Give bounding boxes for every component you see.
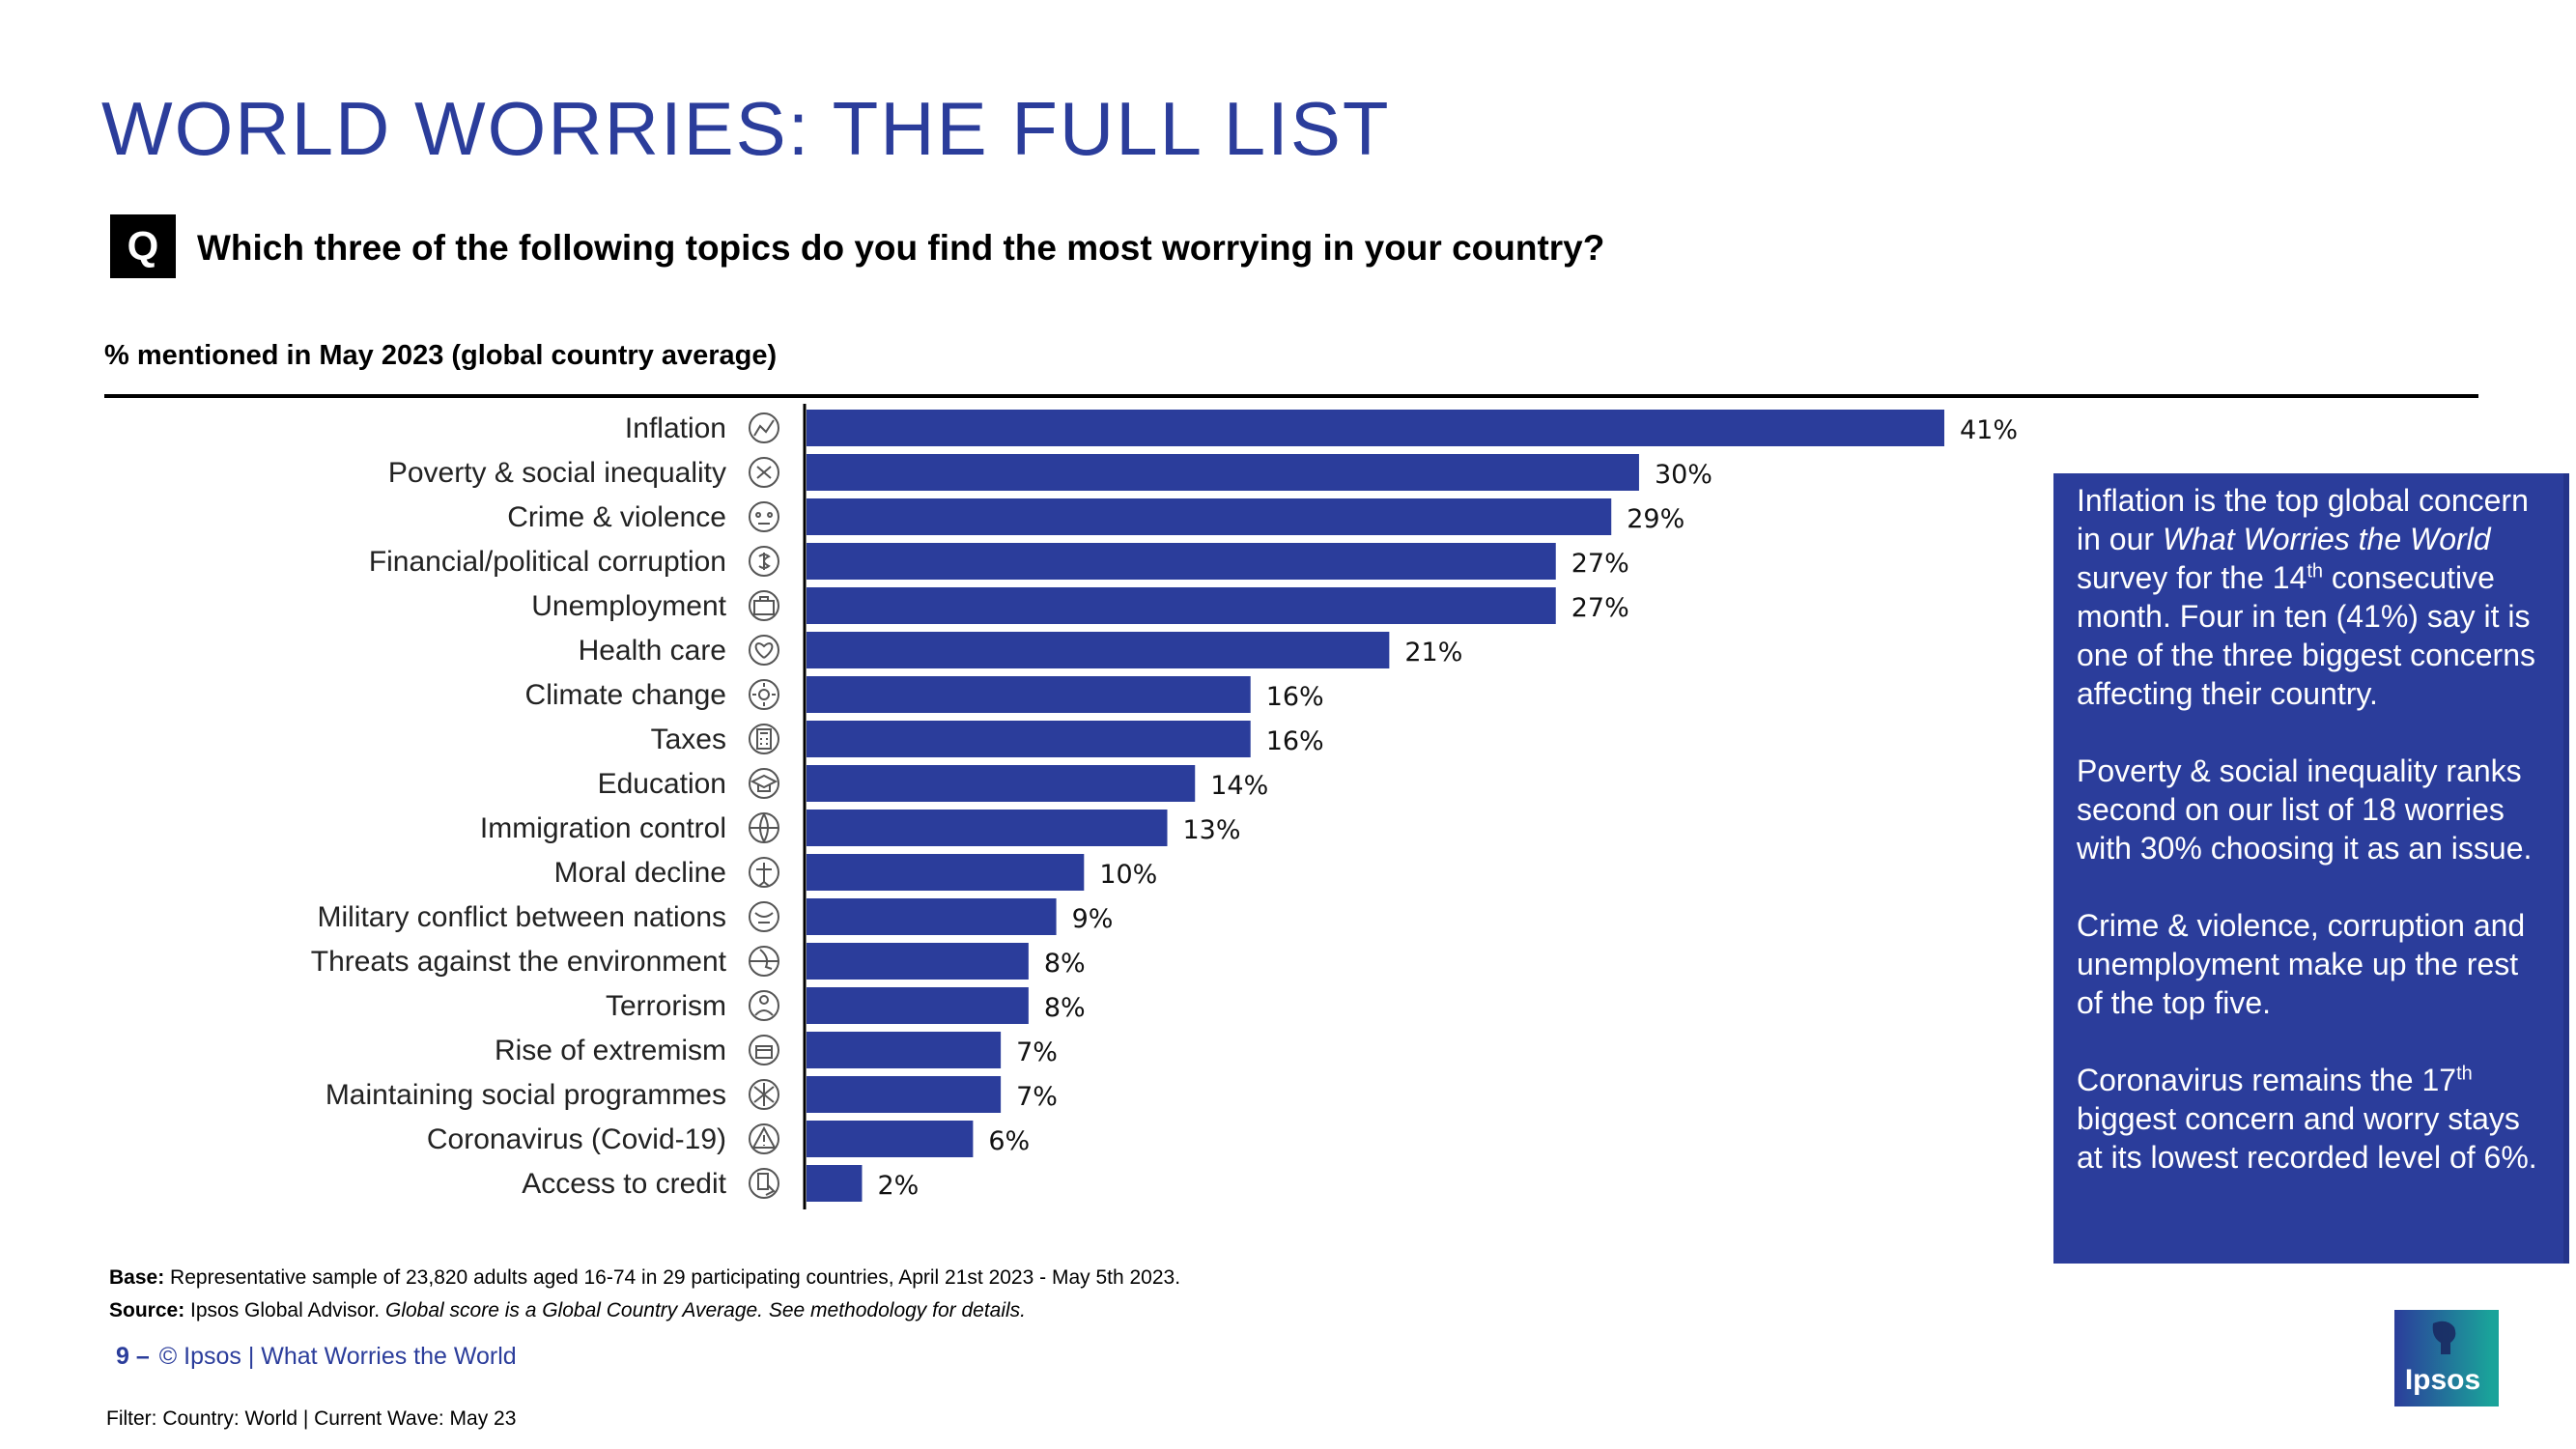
value-label-9: 14% xyxy=(1210,771,1268,801)
skull-crossbones-icon xyxy=(749,501,779,532)
category-label-11: Moral decline xyxy=(554,857,726,889)
value-label-7: 16% xyxy=(1266,682,1324,712)
globe-conflict-icon xyxy=(749,901,779,932)
card-hand-icon xyxy=(749,1168,779,1199)
value-label-6: 21% xyxy=(1404,638,1462,668)
category-label-6: Health care xyxy=(579,635,726,667)
bar-18 xyxy=(807,1165,863,1202)
value-label-18: 2% xyxy=(877,1171,919,1201)
category-label-15: Rise of extremism xyxy=(495,1035,726,1066)
bar-17 xyxy=(807,1121,974,1157)
category-label-10: Immigration control xyxy=(480,812,726,844)
warning-icon xyxy=(749,1123,779,1154)
person-icon xyxy=(749,990,779,1021)
svg-text:Ipsos: Ipsos xyxy=(2405,1364,2480,1396)
category-label-5: Unemployment xyxy=(531,590,726,622)
copyright: © Ipsos | What Worries the World xyxy=(158,1343,517,1370)
question-text: Which three of the following topics do y… xyxy=(197,228,1605,268)
value-label-13: 8% xyxy=(1044,949,1086,979)
briefcase-icon xyxy=(749,590,779,621)
bar-15 xyxy=(807,1032,1002,1068)
category-label-9: Education xyxy=(598,768,726,800)
callout-paragraph-1: Inflation is the top global concern in o… xyxy=(2077,483,2535,711)
bar-chart: Inflation 41% Poverty & social inequality 3… xyxy=(311,404,2018,1209)
bar-6 xyxy=(807,632,1390,668)
bar-9 xyxy=(807,765,1196,802)
bar-7 xyxy=(807,676,1251,713)
value-label-3: 29% xyxy=(1627,504,1684,534)
bar-5 xyxy=(807,587,1556,624)
value-label-10: 13% xyxy=(1183,815,1241,845)
question-badge: Q xyxy=(110,214,176,278)
globe-leaf-icon xyxy=(749,946,779,977)
sun-icon xyxy=(749,679,779,710)
category-label-4: Financial/political corruption xyxy=(369,546,726,578)
figure-icon xyxy=(749,857,779,888)
filter-note: Filter: Country: World | Current Wave: M… xyxy=(106,1407,517,1430)
category-label-18: Access to credit xyxy=(522,1168,726,1200)
category-label-12: Military conflict between nations xyxy=(317,901,726,933)
graduation-cap-icon xyxy=(749,768,779,799)
people-icon xyxy=(749,1079,779,1110)
category-label-2: Poverty & social inequality xyxy=(388,457,726,489)
header-rule xyxy=(104,394,2478,398)
page-number: 9 – xyxy=(116,1343,150,1370)
heart-hand-icon xyxy=(749,635,779,666)
page-footer: 9 – © Ipsos | What Worries the World xyxy=(116,1343,517,1371)
chart-subtitle: % mentioned in May 2023 (global country … xyxy=(104,340,778,371)
value-label-11: 10% xyxy=(1099,860,1157,890)
ipsos-logo: Ipsos xyxy=(2394,1310,2499,1406)
value-label-5: 27% xyxy=(1571,593,1629,623)
value-label-8: 16% xyxy=(1266,726,1324,756)
chart-line-icon xyxy=(749,412,779,443)
bar-1 xyxy=(807,410,1944,446)
category-label-1: Inflation xyxy=(625,412,726,444)
value-label-15: 7% xyxy=(1016,1037,1058,1067)
bar-2 xyxy=(807,454,1639,491)
category-label-16: Maintaining social programmes xyxy=(326,1079,726,1111)
category-label-8: Taxes xyxy=(651,724,726,755)
bar-4 xyxy=(807,543,1556,580)
callout-paragraph-2: Poverty & social inequality ranks second… xyxy=(2077,753,2533,866)
page-title: WORLD WORRIES: THE FULL LIST xyxy=(101,86,1391,171)
value-label-4: 27% xyxy=(1571,549,1629,579)
bar-12 xyxy=(807,898,1057,935)
value-label-17: 6% xyxy=(988,1126,1030,1156)
globe-icon xyxy=(749,812,779,844)
bar-13 xyxy=(807,943,1029,980)
value-label-14: 8% xyxy=(1044,993,1086,1023)
callout-paragraph-4: Coronavirus remains the 17th biggest con… xyxy=(2077,1063,2537,1175)
value-label-12: 9% xyxy=(1072,904,1114,934)
bar-16 xyxy=(807,1076,1002,1113)
value-label-16: 7% xyxy=(1016,1082,1058,1112)
callout-paragraph-3: Crime & violence, corruption and unemplo… xyxy=(2077,908,2526,1020)
bar-10 xyxy=(807,810,1168,846)
category-label-17: Coronavirus (Covid-19) xyxy=(427,1123,726,1155)
value-label-1: 41% xyxy=(1960,415,2018,445)
calculator-icon xyxy=(749,724,779,754)
insight-callout: Inflation is the top global concern in o… xyxy=(2053,473,2569,1264)
value-label-2: 30% xyxy=(1655,460,1713,490)
category-label-7: Climate change xyxy=(525,679,726,711)
bar-11 xyxy=(807,854,1085,891)
bar-3 xyxy=(807,498,1612,535)
category-label-3: Crime & violence xyxy=(507,501,726,533)
source-note: Source: Ipsos Global Advisor. Global sco… xyxy=(109,1299,1027,1321)
fist-icon xyxy=(749,1035,779,1065)
head-dollar-icon xyxy=(749,546,779,577)
bar-8 xyxy=(807,721,1251,757)
money-bag-icon xyxy=(749,457,779,488)
category-label-13: Threats against the environment xyxy=(311,946,727,978)
base-note: Base: Representative sample of 23,820 ad… xyxy=(109,1266,1181,1289)
bar-14 xyxy=(807,987,1029,1024)
category-label-14: Terrorism xyxy=(606,990,726,1022)
